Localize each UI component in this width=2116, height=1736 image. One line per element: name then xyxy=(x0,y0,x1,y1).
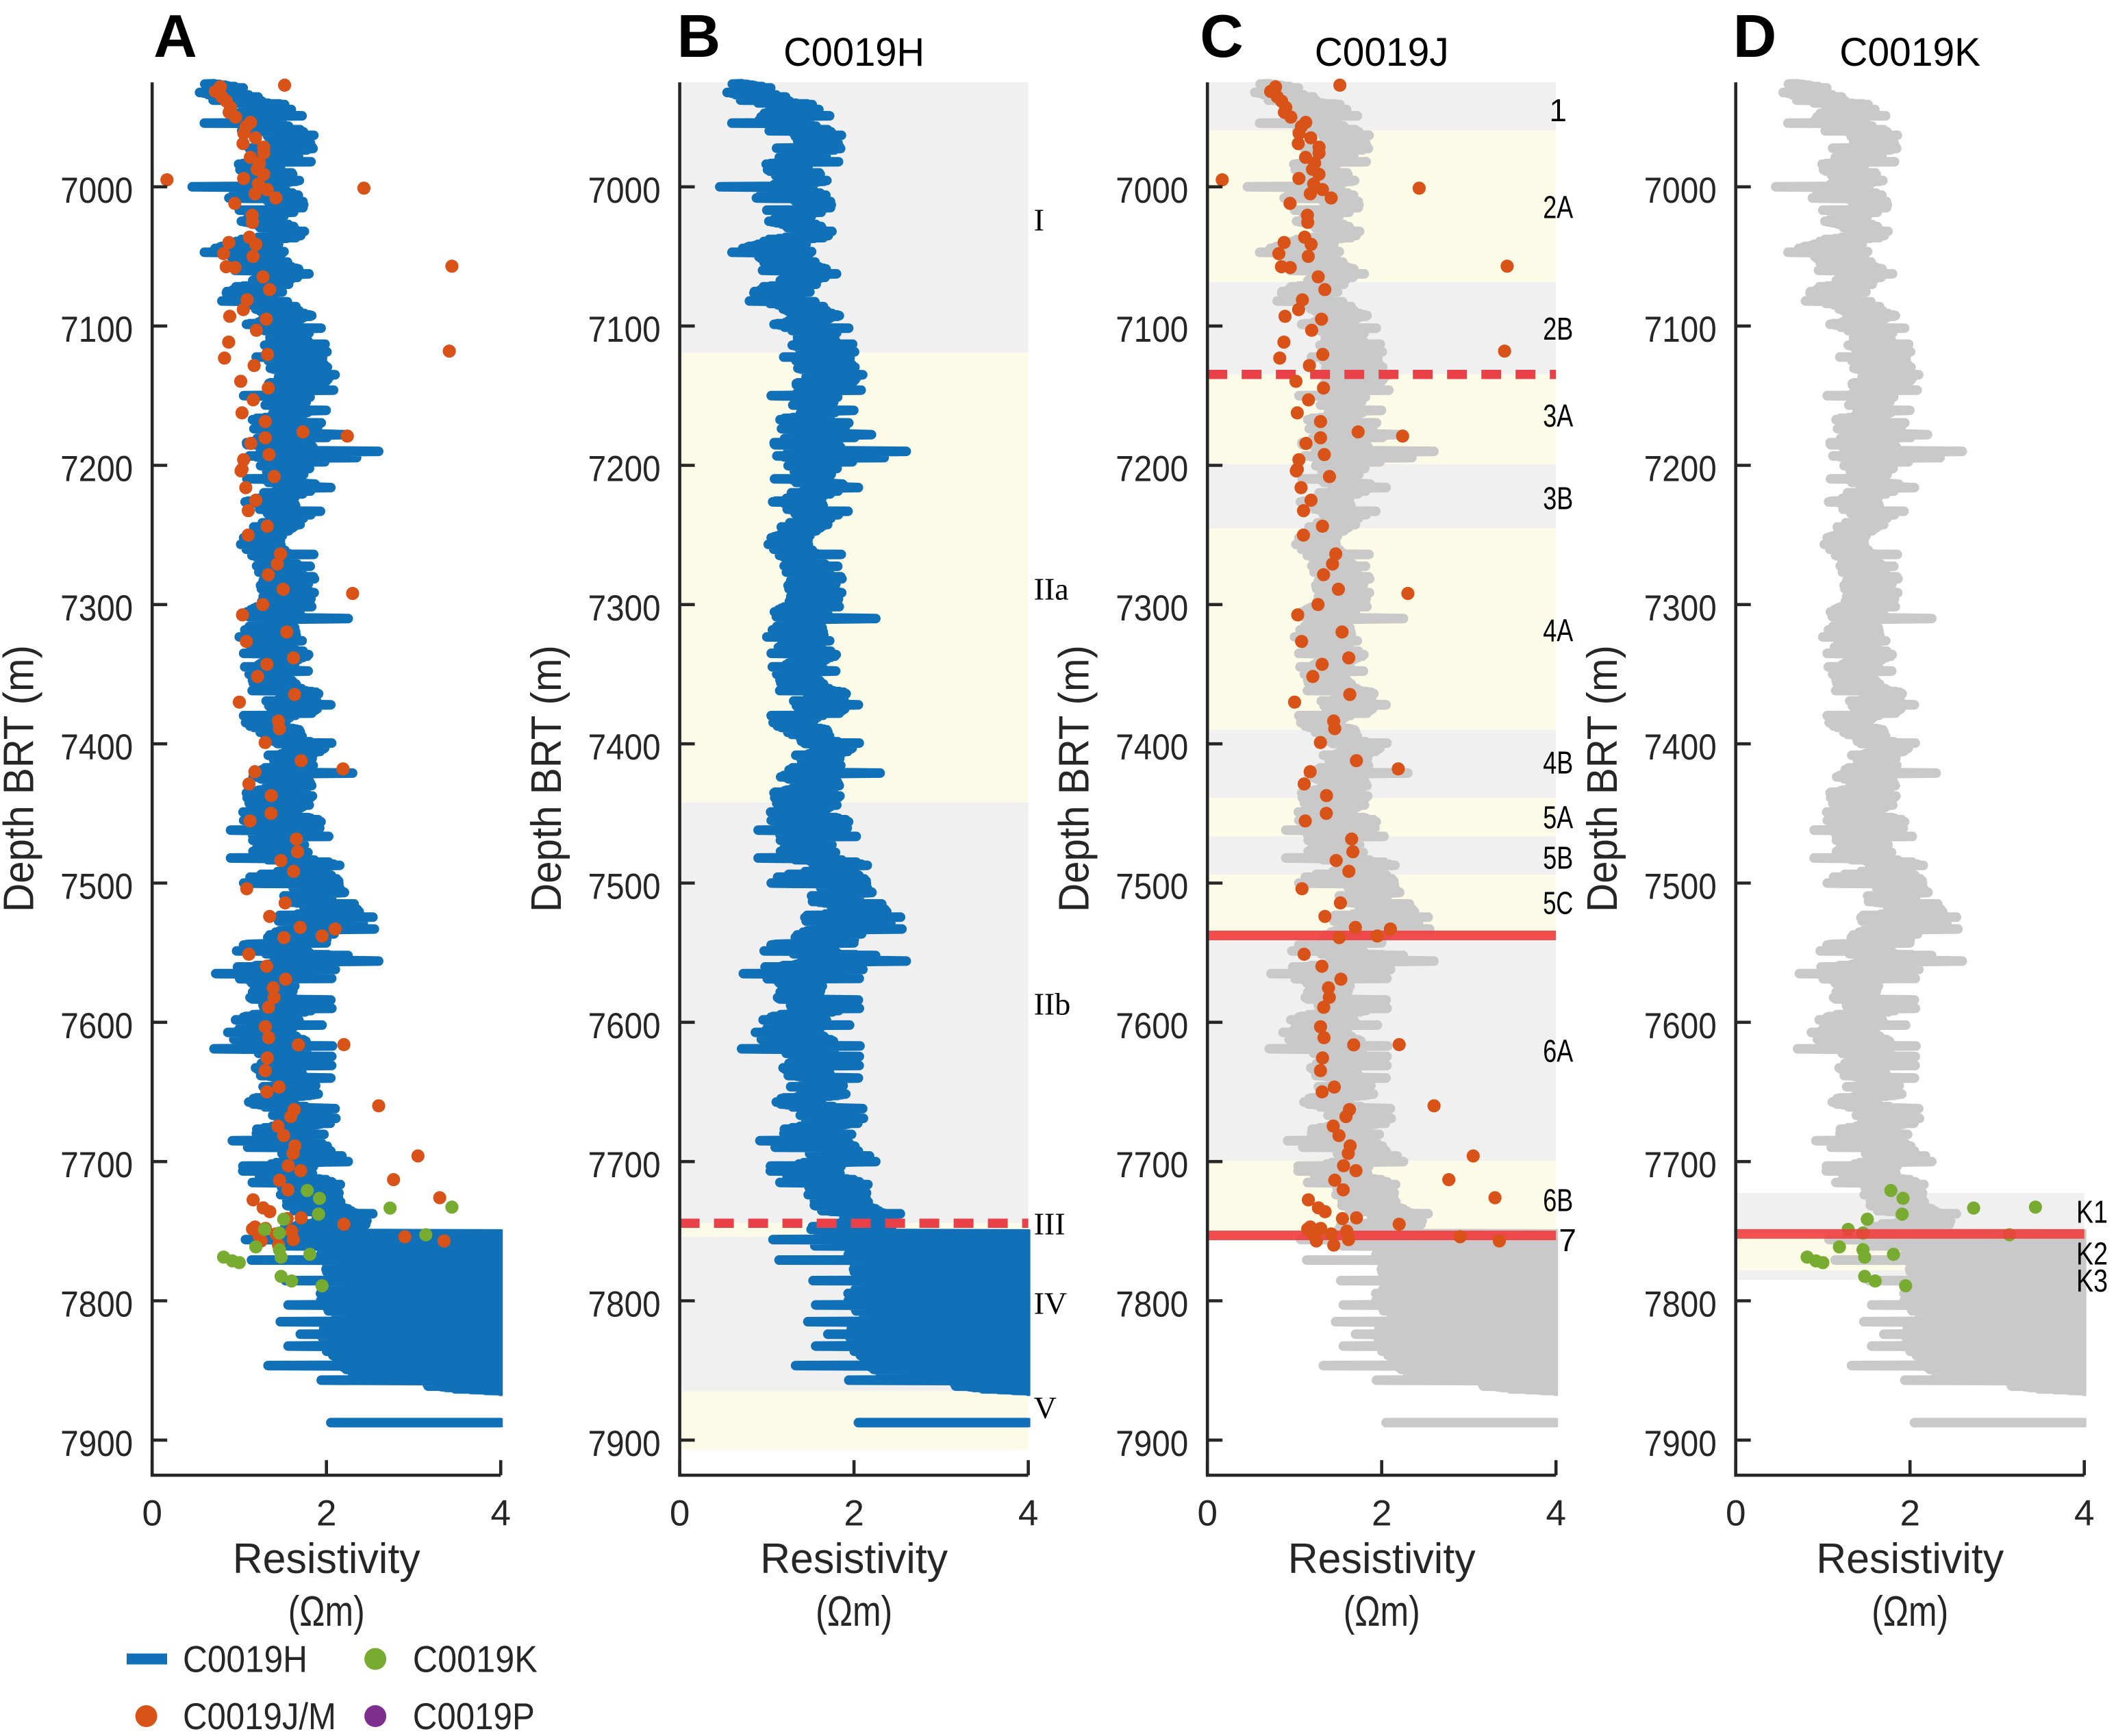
svg-text:7000: 7000 xyxy=(588,171,661,211)
svg-text:(Ωm): (Ωm) xyxy=(816,1588,892,1635)
svg-text:IIa: IIa xyxy=(1034,572,1069,607)
svg-text:7200: 7200 xyxy=(588,449,661,490)
svg-text:C0019P: C0019P xyxy=(413,1695,535,1733)
svg-text:6B: 6B xyxy=(1543,1182,1573,1218)
svg-text:C: C xyxy=(1200,2,1244,70)
svg-text:1: 1 xyxy=(1549,92,1567,128)
svg-text:5B: 5B xyxy=(1543,840,1573,876)
svg-text:7800: 7800 xyxy=(60,1285,133,1325)
svg-text:7000: 7000 xyxy=(60,171,133,211)
svg-text:7800: 7800 xyxy=(1644,1285,1717,1325)
svg-text:5A: 5A xyxy=(1543,799,1573,835)
svg-text:3A: 3A xyxy=(1543,398,1573,433)
svg-text:Resistivity: Resistivity xyxy=(1816,1535,2004,1583)
svg-text:7700: 7700 xyxy=(588,1145,661,1185)
svg-text:4: 4 xyxy=(2074,1494,2094,1534)
svg-text:7300: 7300 xyxy=(588,588,661,629)
svg-text:7800: 7800 xyxy=(588,1285,661,1325)
svg-text:D: D xyxy=(1733,2,1777,70)
svg-text:Resistivity: Resistivity xyxy=(233,1535,420,1583)
svg-text:IIb: IIb xyxy=(1034,986,1071,1021)
svg-text:7400: 7400 xyxy=(60,727,133,768)
svg-text:7000: 7000 xyxy=(1644,171,1717,211)
svg-text:7500: 7500 xyxy=(1644,867,1717,907)
svg-text:2B: 2B xyxy=(1543,311,1573,347)
svg-text:7200: 7200 xyxy=(1644,449,1717,490)
svg-text:K3: K3 xyxy=(2076,1263,2108,1298)
svg-text:7500: 7500 xyxy=(1116,867,1188,907)
svg-text:7: 7 xyxy=(1559,1222,1576,1258)
svg-text:III: III xyxy=(1034,1207,1066,1242)
svg-text:Depth BRT (m): Depth BRT (m) xyxy=(0,645,43,912)
svg-text:4A: 4A xyxy=(1543,612,1573,648)
svg-text:7900: 7900 xyxy=(1644,1424,1717,1464)
svg-text:C0019K: C0019K xyxy=(1839,30,1980,75)
svg-text:2: 2 xyxy=(844,1494,864,1534)
svg-text:Depth BRT (m): Depth BRT (m) xyxy=(523,645,570,912)
svg-text:7400: 7400 xyxy=(1116,727,1188,768)
svg-text:Depth BRT (m): Depth BRT (m) xyxy=(1579,645,1626,912)
svg-text:7700: 7700 xyxy=(1644,1145,1717,1185)
svg-text:C0019J/M: C0019J/M xyxy=(183,1695,336,1733)
svg-text:3B: 3B xyxy=(1543,480,1573,516)
svg-text:7300: 7300 xyxy=(1644,588,1717,629)
svg-text:C0019J: C0019J xyxy=(1315,30,1449,75)
svg-text:7600: 7600 xyxy=(60,1006,133,1046)
svg-text:7700: 7700 xyxy=(60,1145,133,1185)
svg-text:0: 0 xyxy=(670,1494,690,1534)
svg-text:Resistivity: Resistivity xyxy=(1288,1535,1476,1583)
svg-text:7100: 7100 xyxy=(1644,310,1717,350)
svg-text:4: 4 xyxy=(490,1494,510,1534)
svg-text:IV: IV xyxy=(1034,1286,1068,1321)
svg-text:7300: 7300 xyxy=(60,588,133,629)
svg-text:7700: 7700 xyxy=(1116,1145,1188,1185)
svg-text:2: 2 xyxy=(1900,1494,1919,1534)
svg-text:7400: 7400 xyxy=(1644,727,1717,768)
svg-text:Resistivity: Resistivity xyxy=(760,1535,948,1583)
svg-text:7600: 7600 xyxy=(588,1006,661,1046)
svg-text:K2: K2 xyxy=(2076,1235,2108,1271)
svg-text:7100: 7100 xyxy=(60,310,133,350)
svg-text:7600: 7600 xyxy=(1644,1006,1717,1046)
svg-text:C0019H: C0019H xyxy=(183,1638,307,1681)
svg-text:C0019K: C0019K xyxy=(413,1638,538,1681)
svg-text:4B: 4B xyxy=(1543,745,1573,781)
svg-text:7500: 7500 xyxy=(60,867,133,907)
svg-text:7900: 7900 xyxy=(588,1424,661,1464)
svg-text:7900: 7900 xyxy=(1116,1424,1188,1464)
svg-text:0: 0 xyxy=(142,1494,162,1534)
svg-text:7300: 7300 xyxy=(1116,588,1188,629)
svg-text:7100: 7100 xyxy=(588,310,661,350)
svg-text:C0019H: C0019H xyxy=(783,30,924,75)
svg-text:7900: 7900 xyxy=(60,1424,133,1464)
svg-text:7200: 7200 xyxy=(60,449,133,490)
svg-text:2: 2 xyxy=(316,1494,336,1534)
svg-text:2A: 2A xyxy=(1543,190,1573,225)
svg-text:I: I xyxy=(1034,203,1044,238)
svg-text:5C: 5C xyxy=(1543,885,1573,921)
svg-text:A: A xyxy=(153,2,197,70)
svg-text:4: 4 xyxy=(1018,1494,1038,1534)
svg-text:V: V xyxy=(1034,1390,1057,1425)
svg-text:0: 0 xyxy=(1726,1494,1746,1534)
svg-text:2: 2 xyxy=(1372,1494,1391,1534)
svg-text:7600: 7600 xyxy=(1116,1006,1188,1046)
svg-text:4: 4 xyxy=(1546,1494,1565,1534)
svg-text:7400: 7400 xyxy=(588,727,661,768)
svg-text:(Ωm): (Ωm) xyxy=(1344,1588,1420,1635)
svg-text:K1: K1 xyxy=(2076,1194,2108,1229)
svg-text:7800: 7800 xyxy=(1116,1285,1188,1325)
svg-text:7200: 7200 xyxy=(1116,449,1188,490)
svg-text:7000: 7000 xyxy=(1116,171,1188,211)
svg-text:B: B xyxy=(677,2,721,70)
svg-text:6A: 6A xyxy=(1543,1033,1573,1068)
svg-text:7100: 7100 xyxy=(1116,310,1188,350)
svg-text:7500: 7500 xyxy=(588,867,661,907)
svg-text:0: 0 xyxy=(1197,1494,1217,1534)
svg-text:Depth BRT (m): Depth BRT (m) xyxy=(1051,645,1098,912)
svg-text:(Ωm): (Ωm) xyxy=(1872,1588,1948,1635)
svg-text:(Ωm): (Ωm) xyxy=(288,1588,365,1635)
